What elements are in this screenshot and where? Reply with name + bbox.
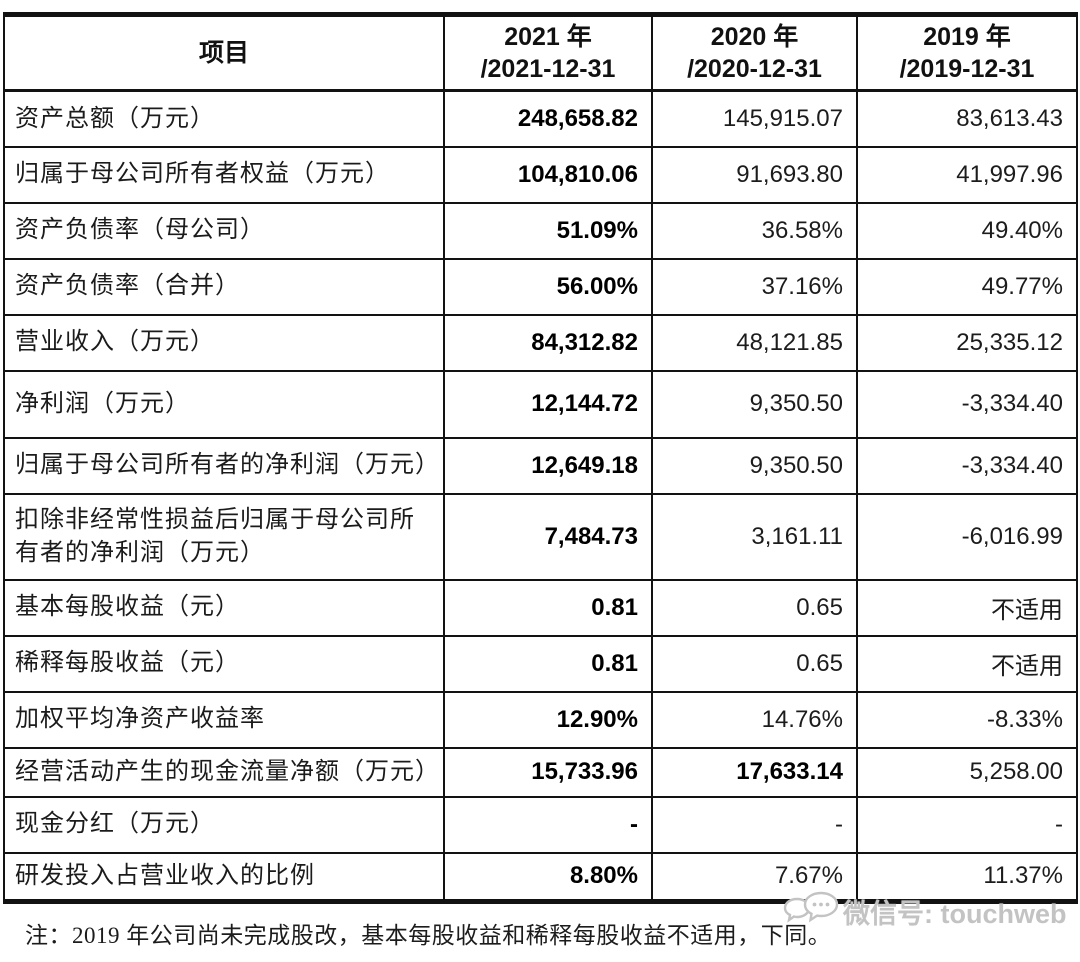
value-2019: -6,016.99: [856, 492, 1078, 581]
value-2021: 12,144.72: [443, 369, 653, 439]
value-2021: 248,658.82: [443, 89, 653, 148]
value-2021: 8.80%: [443, 851, 653, 903]
header-2020-year: 2020 年: [710, 22, 799, 51]
value-2021: 0.81: [443, 634, 653, 693]
value-2020: 0.65: [651, 634, 858, 693]
row-label: 加权平均净资产收益率: [3, 690, 445, 749]
table-body: 资产总额（万元） 248,658.82 145,915.07 83,613.43…: [3, 89, 1078, 903]
value-2020: -: [651, 795, 858, 854]
value-2021: 7,484.73: [443, 492, 653, 581]
value-2020: 0.65: [651, 578, 858, 637]
header-row: 项目 2021 年 /2021-12-31 2020 年 /2020-12-31…: [3, 13, 1078, 92]
header-2021-date: /2021-12-31: [480, 55, 616, 83]
table-row-net-profit: 净利润（万元） 12,144.72 9,350.50 -3,334.40: [3, 369, 1078, 439]
value-2019: 5,258.00: [856, 746, 1078, 798]
value-2021: 12,649.18: [443, 436, 653, 495]
header-cell-2020: 2020 年 /2020-12-31: [651, 13, 858, 92]
value-2019: 25,335.12: [856, 313, 1078, 372]
value-2019: -8.33%: [856, 690, 1078, 749]
row-label: 扣除非经常性损益后归属于母公司所有者的净利润（万元）: [3, 492, 445, 581]
value-2020: 91,693.80: [651, 145, 858, 204]
value-2020: 9,350.50: [651, 369, 858, 439]
row-label: 资产总额（万元）: [3, 89, 445, 148]
value-2019: 49.40%: [856, 201, 1078, 260]
value-2020: 145,915.07: [651, 89, 858, 148]
value-2021: 12.90%: [443, 690, 653, 749]
header-cell-2021: 2021 年 /2021-12-31: [443, 13, 653, 92]
value-2019: -3,334.40: [856, 369, 1078, 439]
value-2020: 3,161.11: [651, 492, 858, 581]
row-label: 稀释每股收益（元）: [3, 634, 445, 693]
value-2019: 41,997.96: [856, 145, 1078, 204]
value-2021: -: [443, 795, 653, 854]
table-row-parent-net-profit: 归属于母公司所有者的净利润（万元） 12,649.18 9,350.50 -3,…: [3, 436, 1078, 495]
table-row-basic-eps: 基本每股收益（元） 0.81 0.65 不适用: [3, 578, 1078, 637]
row-label: 经营活动产生的现金流量净额（万元）: [3, 746, 445, 798]
value-2020: 9,350.50: [651, 436, 858, 495]
table-row-debt-ratio-parent: 资产负债率（母公司） 51.09% 36.58% 49.40%: [3, 201, 1078, 260]
table-row-revenue: 营业收入（万元） 84,312.82 48,121.85 25,335.12: [3, 313, 1078, 372]
financial-summary-table: 项目 2021 年 /2021-12-31 2020 年 /2020-12-31…: [3, 12, 1078, 904]
value-2019: -: [856, 795, 1078, 854]
row-label: 现金分红（万元）: [3, 795, 445, 854]
value-2020: 36.58%: [651, 201, 858, 260]
row-label: 净利润（万元）: [3, 369, 445, 439]
watermark-text: 微信号: touchweb: [843, 898, 1067, 929]
wechat-chat-bubbles-icon: [783, 891, 839, 923]
header-2019-date: /2019-12-31: [899, 55, 1035, 83]
table-row-diluted-eps: 稀释每股收益（元） 0.81 0.65 不适用: [3, 634, 1078, 693]
value-2020: 48,121.85: [651, 313, 858, 372]
value-2021: 84,312.82: [443, 313, 653, 372]
row-label: 归属于母公司所有者权益（万元）: [3, 145, 445, 204]
value-2021: 56.00%: [443, 257, 653, 316]
row-label: 资产负债率（合并）: [3, 257, 445, 316]
value-2020: 37.16%: [651, 257, 858, 316]
value-2021: 0.81: [443, 578, 653, 637]
table-row-debt-ratio-consolidated: 资产负债率（合并） 56.00% 37.16% 49.77%: [3, 257, 1078, 316]
row-label: 资产负债率（母公司）: [3, 201, 445, 260]
header-2021-year: 2021 年: [504, 22, 592, 51]
table-row-weighted-roe: 加权平均净资产收益率 12.90% 14.76% -8.33%: [3, 690, 1078, 749]
header-item-label: 项目: [198, 38, 249, 67]
value-2019: 不适用: [856, 634, 1078, 693]
table-row-cash-dividend: 现金分红（万元） - - -: [3, 795, 1078, 854]
header-2019-year: 2019 年: [923, 22, 1011, 51]
table-row-deducted-net-profit: 扣除非经常性损益后归属于母公司所有者的净利润（万元） 7,484.73 3,16…: [3, 492, 1078, 581]
row-label: 研发投入占营业收入的比例: [3, 851, 445, 903]
footnote: 注：2019 年公司尚未完成股改，基本每股收益和稀释每股收益不适用，下同。: [25, 923, 832, 948]
watermark: 微信号: touchweb: [783, 891, 1067, 931]
value-2021: 15,733.96: [443, 746, 653, 798]
header-cell-item: 项目: [3, 13, 445, 92]
value-2019: 83,613.43: [856, 89, 1078, 148]
table-row-total-assets: 资产总额（万元） 248,658.82 145,915.07 83,613.43: [3, 89, 1078, 148]
table-row-rd-ratio: 研发投入占营业收入的比例 8.80% 7.67% 11.37%: [3, 851, 1078, 903]
header-cell-2019: 2019 年 /2019-12-31: [856, 13, 1078, 92]
row-label: 基本每股收益（元）: [3, 578, 445, 637]
value-2020: 14.76%: [651, 690, 858, 749]
row-label: 归属于母公司所有者的净利润（万元）: [3, 436, 445, 495]
value-2019: 49.77%: [856, 257, 1078, 316]
value-2020: 17,633.14: [651, 746, 858, 798]
table-header: 项目 2021 年 /2021-12-31 2020 年 /2020-12-31…: [3, 13, 1078, 92]
header-2020-date: /2020-12-31: [687, 55, 822, 83]
value-2021: 104,810.06: [443, 145, 653, 204]
value-2019: 11.37%: [856, 851, 1078, 903]
value-2021: 51.09%: [443, 201, 653, 260]
value-2019: -3,334.40: [856, 436, 1078, 495]
table-row-operating-cash-flow: 经营活动产生的现金流量净额（万元） 15,733.96 17,633.14 5,…: [3, 746, 1078, 798]
table-row-parent-equity: 归属于母公司所有者权益（万元） 104,810.06 91,693.80 41,…: [3, 145, 1078, 204]
row-label: 营业收入（万元）: [3, 313, 445, 372]
value-2019: 不适用: [856, 578, 1078, 637]
